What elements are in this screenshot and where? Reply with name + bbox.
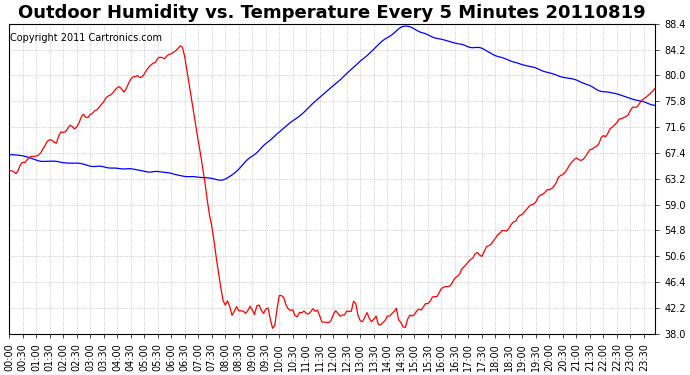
Title: Outdoor Humidity vs. Temperature Every 5 Minutes 20110819: Outdoor Humidity vs. Temperature Every 5… — [19, 4, 646, 22]
Text: Copyright 2011 Cartronics.com: Copyright 2011 Cartronics.com — [10, 33, 162, 43]
